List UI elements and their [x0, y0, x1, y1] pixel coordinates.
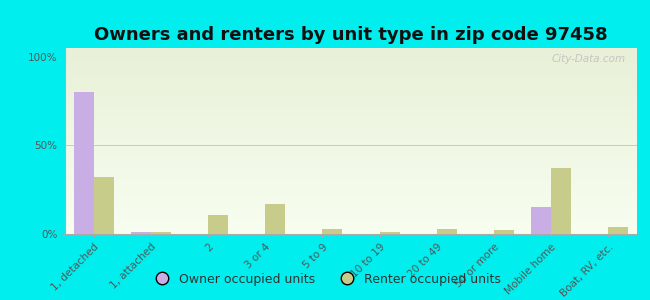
Legend: Owner occupied units, Renter occupied units: Owner occupied units, Renter occupied un…: [144, 268, 506, 291]
Bar: [73, 92, 94, 234]
Bar: [131, 232, 151, 234]
Bar: [551, 169, 571, 234]
Bar: [437, 229, 457, 234]
Bar: [322, 229, 343, 234]
Bar: [94, 177, 114, 234]
Text: City-Data.com: City-Data.com: [551, 54, 625, 64]
Title: Owners and renters by unit type in zip code 97458: Owners and renters by unit type in zip c…: [94, 26, 608, 44]
Bar: [531, 207, 551, 234]
Bar: [608, 227, 629, 234]
Bar: [265, 204, 285, 234]
Bar: [208, 214, 228, 234]
Bar: [380, 232, 400, 234]
Bar: [494, 230, 514, 234]
Bar: [151, 232, 171, 234]
